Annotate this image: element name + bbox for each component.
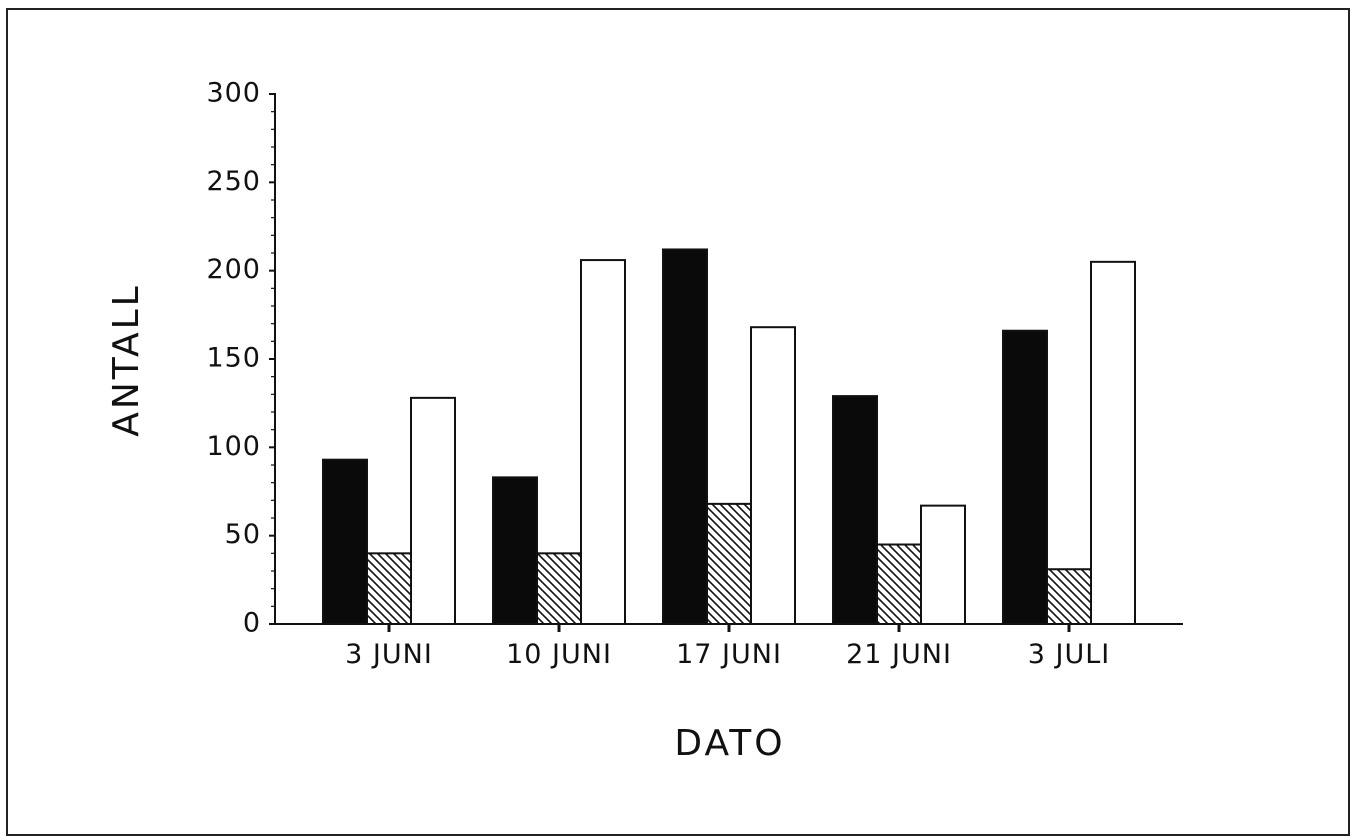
y-tick-label: 50 bbox=[225, 519, 261, 550]
y-tick-label: 0 bbox=[243, 608, 261, 639]
bar-solid-black-4 bbox=[1002, 329, 1048, 625]
x-tick-label: 21 JUNI bbox=[846, 639, 952, 670]
bar-diagonal-hatch-2 bbox=[706, 502, 752, 625]
bar-solid-black-0 bbox=[322, 458, 368, 626]
y-tick-label: 150 bbox=[206, 343, 261, 374]
x-tick-label: 3 JUNI bbox=[345, 639, 433, 670]
y-tick-label: 250 bbox=[206, 166, 261, 197]
x-tick-label: 10 JUNI bbox=[506, 639, 612, 670]
bar-white-1 bbox=[580, 259, 626, 625]
bar-diagonal-hatch-4 bbox=[1046, 568, 1092, 626]
bar-white-2 bbox=[750, 326, 796, 625]
bar-solid-black-2 bbox=[662, 248, 708, 625]
bar-solid-black-1 bbox=[492, 476, 538, 625]
y-tick-label: 200 bbox=[206, 254, 261, 285]
y-tick-label: 300 bbox=[206, 78, 261, 109]
y-tick-label: 100 bbox=[206, 431, 261, 462]
bar-white-4 bbox=[1090, 260, 1136, 625]
y-axis-title: ANTALL bbox=[106, 283, 147, 437]
x-axis-title: DATO bbox=[674, 723, 785, 764]
x-tick-label: 17 JUNI bbox=[676, 639, 782, 670]
bar-white-3 bbox=[920, 504, 966, 625]
bar-solid-black-3 bbox=[832, 395, 878, 625]
bar-diagonal-hatch-0 bbox=[366, 552, 412, 625]
bar-white-0 bbox=[410, 396, 456, 625]
bar-diagonal-hatch-3 bbox=[876, 543, 922, 625]
x-tick-label: 3 JULI bbox=[1028, 639, 1111, 670]
bar-diagonal-hatch-1 bbox=[536, 552, 582, 625]
